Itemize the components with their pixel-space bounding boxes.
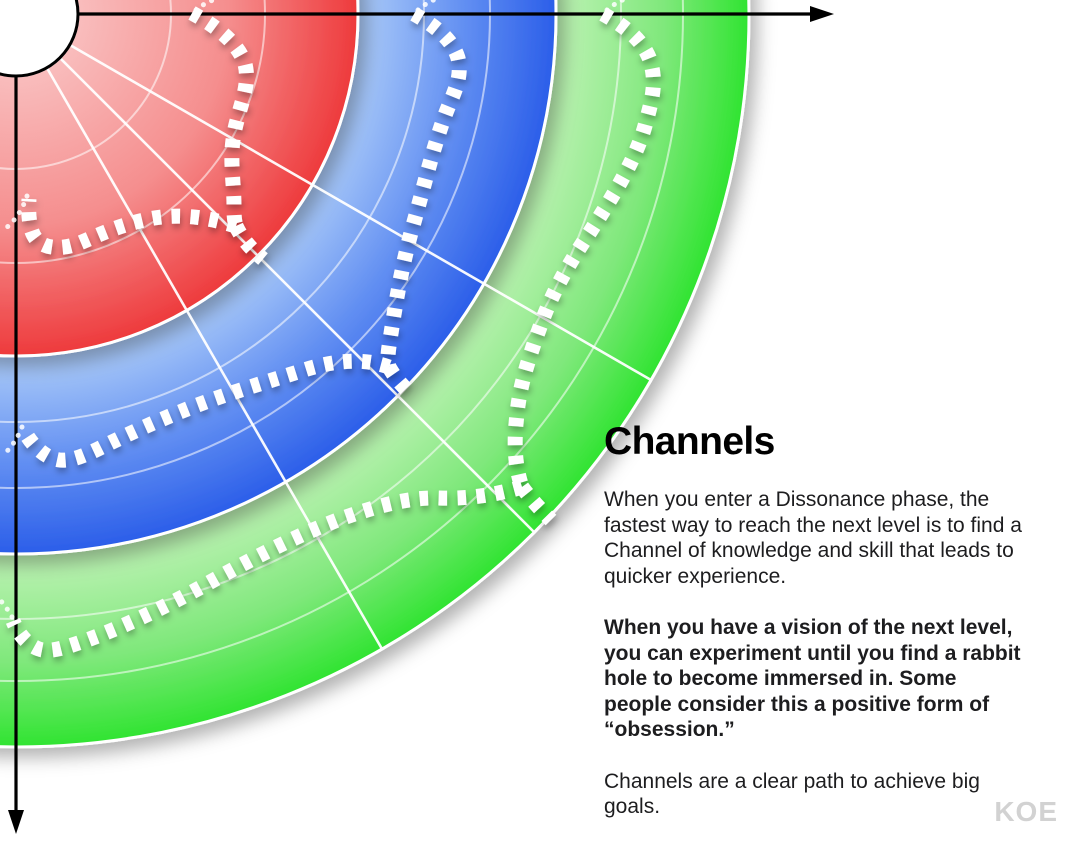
channel-blue-main (380, 7, 467, 370)
paragraph-dissonance: When you enter a Dissonance phase, the f… (604, 488, 1022, 588)
dotted-tail-red-left (3, 193, 30, 231)
channel-red-branch-left (21, 198, 239, 255)
radial-spokes (45, 43, 652, 650)
x-axis-arrowhead (810, 6, 834, 22)
spoke-60deg (45, 67, 384, 650)
article-text-block: Channels When you enter a Dissonance pha… (604, 422, 1024, 820)
channel-red-main (188, 6, 254, 229)
channel-red-branch-out (229, 222, 268, 265)
channel-green-branch-left (6, 479, 525, 658)
dotted-tail-green-left (0, 598, 15, 620)
channel-green-branch-out (515, 482, 557, 526)
origin-hub (0, 0, 80, 78)
paragraph-clear-path: Channels are a clear path to achieve big… (604, 769, 980, 819)
dotted-tail-green-top (604, 0, 629, 13)
paragraph-vision-bold: When you have a vision of the next level… (604, 616, 1021, 741)
channel-paths (6, 6, 661, 658)
channel-path-dotted-tails (0, 0, 629, 620)
dotted-tail-blue-top (415, 0, 440, 13)
channel-blue-branch-out (382, 363, 412, 395)
page-title: Channels (604, 420, 775, 463)
y-axis-arrowhead (8, 810, 24, 834)
channel-blue-branch-left (17, 353, 392, 468)
dotted-tail-blue-left (1, 424, 25, 457)
channel-green-main (507, 7, 661, 490)
spoke-45deg (59, 57, 535, 533)
brand-watermark: KOE (994, 796, 1058, 827)
spoke-30deg (69, 43, 652, 382)
dotted-tail-red-top (193, 0, 221, 13)
